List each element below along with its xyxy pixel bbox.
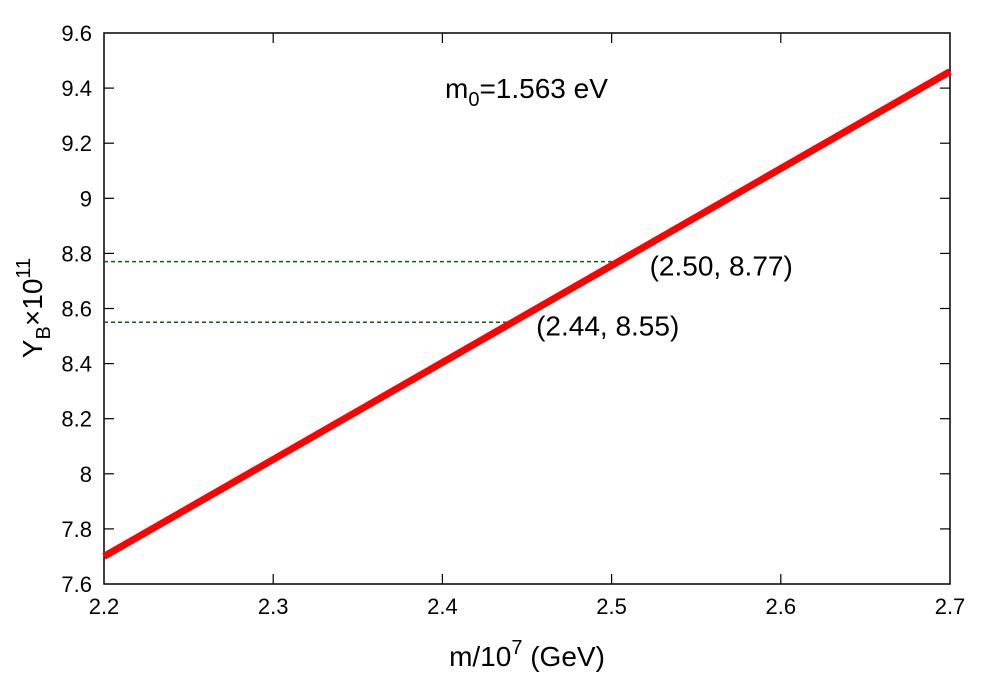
plot-frame [103, 32, 951, 585]
point-label: (2.50, 8.77) [650, 251, 793, 282]
x-tick-label: 2.2 [89, 594, 120, 619]
y-tick-label: 8.4 [61, 352, 92, 377]
point-label: (2.44, 8.55) [536, 310, 679, 341]
y-axis-title: YB×1011 [13, 258, 55, 358]
x-tick-label: 2.3 [258, 594, 289, 619]
x-tick-label: 2.4 [427, 594, 458, 619]
point-labels: (2.50, 8.77) (2.44, 8.55) [536, 251, 793, 342]
y-tick-label: 9.4 [61, 76, 92, 101]
x-tick-label: 2.6 [766, 594, 797, 619]
x-tick-label: 2.5 [596, 594, 627, 619]
annotation-main: m0=1.563 eV [445, 73, 608, 111]
y-tick-label: 9.2 [61, 131, 92, 156]
y-tick-label: 9 [80, 186, 92, 211]
y-tick-label: 8.2 [61, 407, 92, 432]
x-axis-title: m/107 (GeV) [449, 637, 605, 672]
y-tick-label: 7.8 [61, 517, 92, 542]
ticks: 2.2 2.3 2.4 2.5 2.6 2.7 7.6 7.8 8 8.2 8.4 8.6 8.8 9 9.… [61, 21, 965, 619]
y-tick-label: 7.6 [61, 572, 92, 597]
y-tick-label: 8.6 [61, 297, 92, 322]
series-line [102, 68, 952, 560]
series-layer [102, 68, 952, 560]
x-tick-label: 2.7 [935, 594, 966, 619]
y-tick-label: 8.8 [61, 241, 92, 266]
reference-lines [104, 260, 612, 324]
y-tick-label: 8 [80, 462, 92, 487]
y-tick-label: 9.6 [61, 21, 92, 46]
